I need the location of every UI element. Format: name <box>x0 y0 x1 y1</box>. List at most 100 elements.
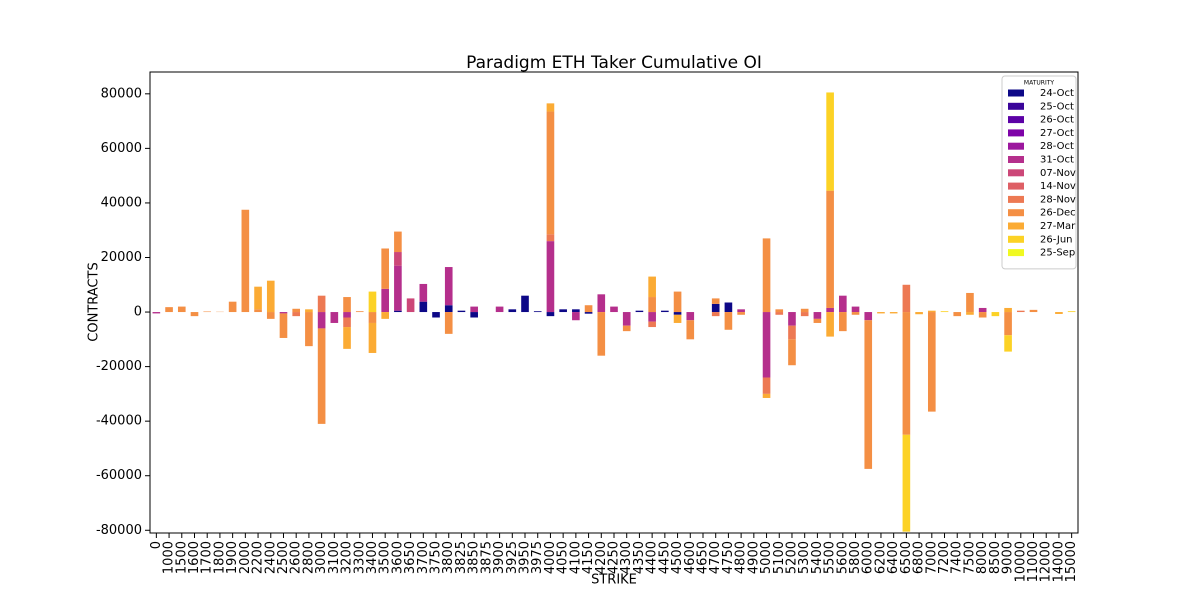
x-tick-label: 3400 <box>365 541 380 574</box>
legend-swatch <box>1008 142 1024 150</box>
bar-segment <box>394 252 402 266</box>
bar-segment <box>686 320 695 340</box>
x-tick-label: 4300 <box>619 541 634 574</box>
bar-segment <box>495 306 504 313</box>
legend-label: 28-Nov <box>1040 194 1076 205</box>
legend-label: 27-Mar <box>1040 221 1076 232</box>
bar-segment <box>266 312 275 319</box>
bar-segment <box>444 305 453 313</box>
x-tick-label: 3700 <box>416 541 431 574</box>
x-tick-label: 7400 <box>950 541 965 574</box>
bar-segment <box>165 307 173 313</box>
bar-segment <box>927 312 936 412</box>
x-tick-label: 5000 <box>759 541 774 574</box>
x-tick-label: 3850 <box>467 541 482 574</box>
x-tick-label: 3975 <box>530 541 545 574</box>
bar-segment <box>394 231 402 253</box>
bar-segment <box>762 393 771 398</box>
bar-segment <box>368 291 377 313</box>
x-tick-label: 10000 <box>1013 541 1028 582</box>
bar-segment <box>368 312 377 323</box>
x-tick-label: 1800 <box>212 541 227 574</box>
bar-segment <box>559 309 567 313</box>
bar-segment <box>648 312 656 322</box>
bar-segment <box>343 327 351 349</box>
x-tick-label: 5600 <box>835 541 850 574</box>
bar-segment <box>584 312 593 314</box>
bar-segment <box>1004 335 1012 352</box>
bar-segment <box>788 339 796 366</box>
bar-segment <box>940 311 949 313</box>
bar-segment <box>546 234 555 242</box>
bar-segment <box>839 312 847 332</box>
legend-swatch <box>1008 195 1024 203</box>
bar-segment <box>711 312 720 317</box>
bar-segment <box>851 312 860 315</box>
x-tick-label: 4000 <box>543 541 558 574</box>
bar-segment <box>177 306 186 313</box>
x-tick-label: 3650 <box>403 541 418 574</box>
bar-segment <box>902 434 911 532</box>
x-tick-label: 3200 <box>340 541 355 574</box>
bar-segment <box>864 320 873 469</box>
bar-segment <box>813 312 822 319</box>
bar-segment <box>991 312 1000 317</box>
y-tick-label: -60000 <box>96 468 142 483</box>
bar-segment <box>572 309 580 313</box>
legend-label: 24-Oct <box>1040 88 1074 99</box>
bar-segment <box>317 328 326 424</box>
x-tick-label: 5500 <box>823 541 838 574</box>
y-tick-label: 0 <box>134 305 142 320</box>
x-tick-label: 5400 <box>810 541 825 574</box>
x-tick-label: 8000 <box>975 541 990 574</box>
bar-segment <box>724 312 733 330</box>
bar-segment <box>546 241 555 313</box>
bar-segment <box>1004 312 1012 336</box>
bar-segment <box>889 312 898 314</box>
bar-segment <box>622 325 631 332</box>
bar-segment <box>546 312 555 317</box>
x-tick-label: 1900 <box>225 541 240 574</box>
y-tick-label: -40000 <box>96 414 142 429</box>
bar-segment <box>381 312 389 319</box>
bar-segment <box>521 295 529 313</box>
bar-segment <box>966 312 974 315</box>
bar-segment <box>355 311 364 313</box>
x-tick-label: 4500 <box>670 541 685 574</box>
x-tick-label: 2400 <box>263 541 278 574</box>
x-tick-label: 4900 <box>746 541 761 574</box>
bar-segment <box>826 92 834 191</box>
y-tick-label: -80000 <box>96 523 142 538</box>
bar-segment <box>533 311 542 313</box>
bar-segment <box>343 297 351 313</box>
x-tick-label: 6400 <box>886 541 901 574</box>
bar-segment <box>724 302 733 313</box>
y-tick-label: 80000 <box>101 86 142 101</box>
bar-segment <box>635 310 644 313</box>
bar-segment <box>1055 312 1063 314</box>
x-tick-label: 4650 <box>695 541 710 574</box>
x-tick-label: 3800 <box>441 541 456 574</box>
bar-segment <box>711 303 720 313</box>
y-tick-label: -20000 <box>96 359 142 374</box>
x-tick-label: 3950 <box>518 541 533 574</box>
bar-segment <box>826 307 834 313</box>
x-tick-label: 1600 <box>187 541 202 574</box>
x-tick-label: 4100 <box>568 541 583 574</box>
bar-segment <box>1016 310 1025 313</box>
bar-segment <box>419 301 428 313</box>
x-tick-label: 4350 <box>632 541 647 574</box>
legend-label: 26-Oct <box>1040 115 1074 126</box>
x-tick-label: 6800 <box>912 541 927 574</box>
bar-segment <box>584 305 593 313</box>
bar-segment <box>762 312 771 378</box>
x-tick-label: 0 <box>149 541 164 549</box>
bar-segment <box>572 312 580 321</box>
x-tick-label: 3825 <box>454 541 469 574</box>
x-tick-label: 3900 <box>492 541 507 574</box>
x-tick-label: 3750 <box>429 541 444 574</box>
x-tick-label: 4750 <box>721 541 736 574</box>
x-tick-label: 4450 <box>657 541 672 574</box>
bar-segment <box>597 294 606 313</box>
